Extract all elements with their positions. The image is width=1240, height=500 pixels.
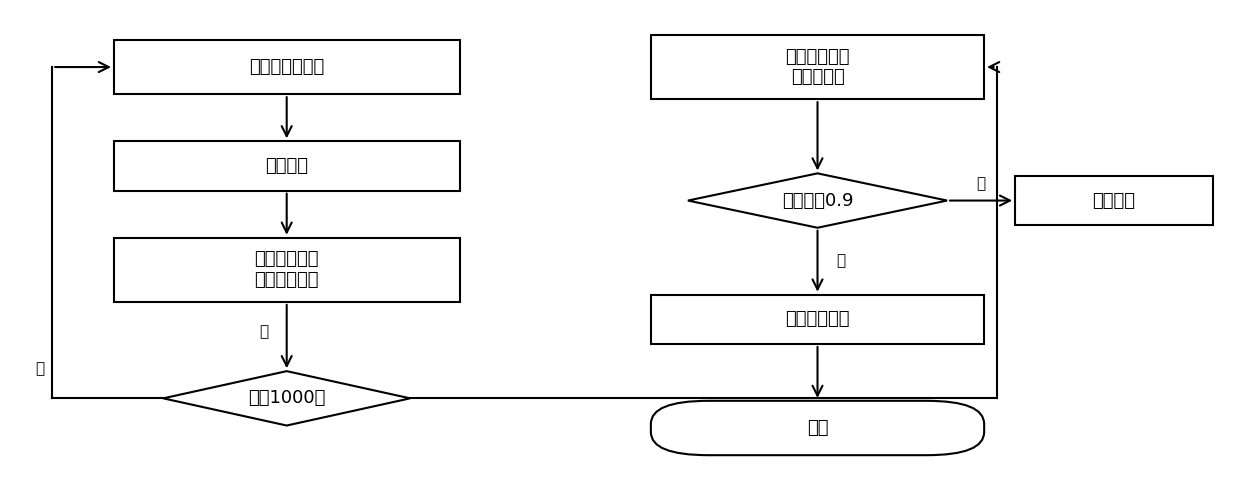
Text: 重新拟合: 重新拟合 (1092, 192, 1136, 210)
FancyBboxPatch shape (651, 35, 985, 99)
FancyBboxPatch shape (114, 238, 460, 302)
Text: 否: 否 (977, 176, 986, 192)
Text: 是: 是 (259, 324, 268, 339)
Text: 比例大于0.9: 比例大于0.9 (781, 192, 853, 210)
Text: 圆形精确拟合: 圆形精确拟合 (785, 310, 849, 328)
FancyBboxPatch shape (1016, 176, 1213, 226)
Text: 执行1000次: 执行1000次 (248, 390, 325, 407)
FancyBboxPatch shape (651, 294, 985, 344)
FancyBboxPatch shape (114, 40, 460, 94)
Polygon shape (688, 174, 947, 228)
Text: 拟合圆形: 拟合圆形 (265, 157, 309, 175)
Text: 是: 是 (836, 254, 846, 268)
Text: 随机选取关键点: 随机选取关键点 (249, 58, 325, 76)
Text: 计算圆形周边
的关键点比例: 计算圆形周边 的关键点比例 (254, 250, 319, 289)
Polygon shape (164, 371, 410, 426)
Text: 结束: 结束 (807, 419, 828, 437)
Text: 获取比例最高
对应的圆形: 获取比例最高 对应的圆形 (785, 48, 849, 86)
FancyBboxPatch shape (114, 141, 460, 190)
FancyBboxPatch shape (651, 401, 985, 455)
Text: 否: 否 (35, 361, 45, 376)
